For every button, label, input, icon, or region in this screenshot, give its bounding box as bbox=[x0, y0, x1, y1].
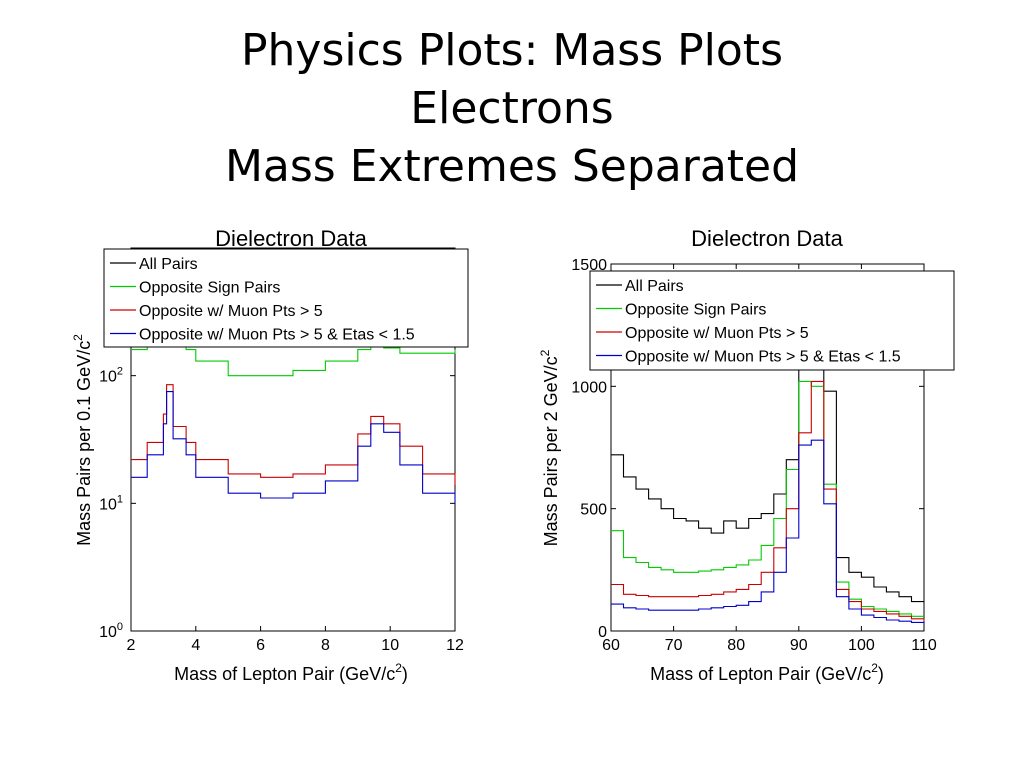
y-tick-label: 102 bbox=[99, 366, 123, 386]
y-axis-label-sup: 2 bbox=[538, 349, 552, 356]
legend-label-4: Opposite w/ Muon Pts > 5 & Etas < 1.5 bbox=[625, 349, 901, 366]
x-axis-label-sup: 2 bbox=[871, 661, 878, 675]
x-axis-label: Mass of Lepton Pair (GeV/c2) bbox=[174, 661, 408, 684]
y-axis-label-text: Mass Pairs per 2 GeV/c bbox=[541, 356, 561, 546]
title-line-2: Electrons bbox=[410, 83, 614, 134]
chart-title: Dielectron Data bbox=[215, 226, 367, 251]
y-axis-label: Mass Pairs per 2 GeV/c2 bbox=[538, 349, 561, 546]
x-tick-label: 10 bbox=[381, 637, 399, 654]
chart-2: Dielectron Data 60 70 80 90 100 110 0 500 1000 150… bbox=[538, 226, 955, 684]
x-axis-label-text: Mass of Lepton Pair (GeV/c bbox=[650, 664, 871, 684]
chart-title: Dielectron Data bbox=[691, 226, 843, 251]
x-tick-label: 2 bbox=[127, 637, 136, 654]
series-line-4 bbox=[611, 439, 925, 624]
legend-label-3: Opposite w/ Muon Pts > 5 bbox=[139, 303, 323, 320]
legend-box bbox=[103, 248, 469, 348]
y-tick-label: 0 bbox=[598, 624, 607, 641]
y-tick-label: 100 bbox=[99, 621, 123, 641]
legend: All Pairs Opposite Sign Pairs Opposite w/ … bbox=[589, 270, 955, 371]
x-tick-label: 6 bbox=[256, 637, 265, 654]
y-tick-exponent: 2 bbox=[117, 366, 123, 378]
x-tick-label: 8 bbox=[321, 637, 330, 654]
legend: All Pairs Opposite Sign Pairs Opposite w/ … bbox=[103, 248, 469, 348]
series-line-2 bbox=[611, 380, 924, 617]
x-tick-label: 90 bbox=[790, 637, 808, 654]
y-tick-label: 1500 bbox=[571, 257, 607, 274]
legend-label-2: Opposite Sign Pairs bbox=[625, 302, 766, 319]
x-axis-label-sup: 2 bbox=[395, 661, 402, 675]
x-tick-label: 60 bbox=[602, 637, 620, 654]
x-tick-label: 70 bbox=[665, 637, 683, 654]
y-axis-label: Mass Pairs per 0.1 GeV/c2 bbox=[71, 334, 94, 546]
x-tick-label: 80 bbox=[727, 637, 745, 654]
x-axis-label-text: Mass of Lepton Pair (GeV/c bbox=[174, 664, 395, 684]
y-tick-base: 10 bbox=[99, 624, 117, 641]
y-tick-label: 1000 bbox=[571, 379, 607, 396]
legend-label-2: Opposite Sign Pairs bbox=[139, 280, 280, 297]
x-tick-label: 100 bbox=[848, 637, 875, 654]
y-tick-base: 10 bbox=[99, 369, 117, 386]
series-line-4 bbox=[131, 391, 456, 504]
y-tick-base: 10 bbox=[99, 496, 117, 513]
x-tick-label: 110 bbox=[911, 637, 937, 654]
title-line-3: Mass Extremes Separated bbox=[224, 141, 800, 192]
x-tick-label: 4 bbox=[191, 637, 200, 654]
y-axis-label-sup: 2 bbox=[71, 334, 85, 341]
legend-box bbox=[589, 270, 955, 371]
slide-title: Physics Plots: Mass Plots Electrons Mass… bbox=[0, 22, 1024, 196]
legend-label-3: Opposite w/ Muon Pts > 5 bbox=[625, 325, 809, 342]
x-axis-label-suffix: ) bbox=[402, 664, 408, 684]
y-tick-exponent: 1 bbox=[117, 493, 123, 505]
series-line-1 bbox=[611, 351, 924, 603]
legend-label-4: Opposite w/ Muon Pts > 5 & Etas < 1.5 bbox=[139, 327, 415, 344]
legend-label-1: All Pairs bbox=[139, 256, 198, 273]
y-tick-label: 101 bbox=[99, 493, 123, 513]
series-line-3 bbox=[611, 380, 925, 622]
x-axis-label: Mass of Lepton Pair (GeV/c2) bbox=[650, 661, 884, 684]
legend-label-1: All Pairs bbox=[625, 278, 684, 295]
y-axis-label-text: Mass Pairs per 0.1 GeV/c bbox=[74, 341, 94, 546]
y-tick-exponent: 0 bbox=[117, 621, 123, 633]
y-tick-label: 500 bbox=[580, 502, 607, 519]
x-tick-label: 12 bbox=[446, 637, 464, 654]
x-axis-label-suffix: ) bbox=[878, 664, 884, 684]
title-line-1: Physics Plots: Mass Plots bbox=[241, 25, 783, 76]
